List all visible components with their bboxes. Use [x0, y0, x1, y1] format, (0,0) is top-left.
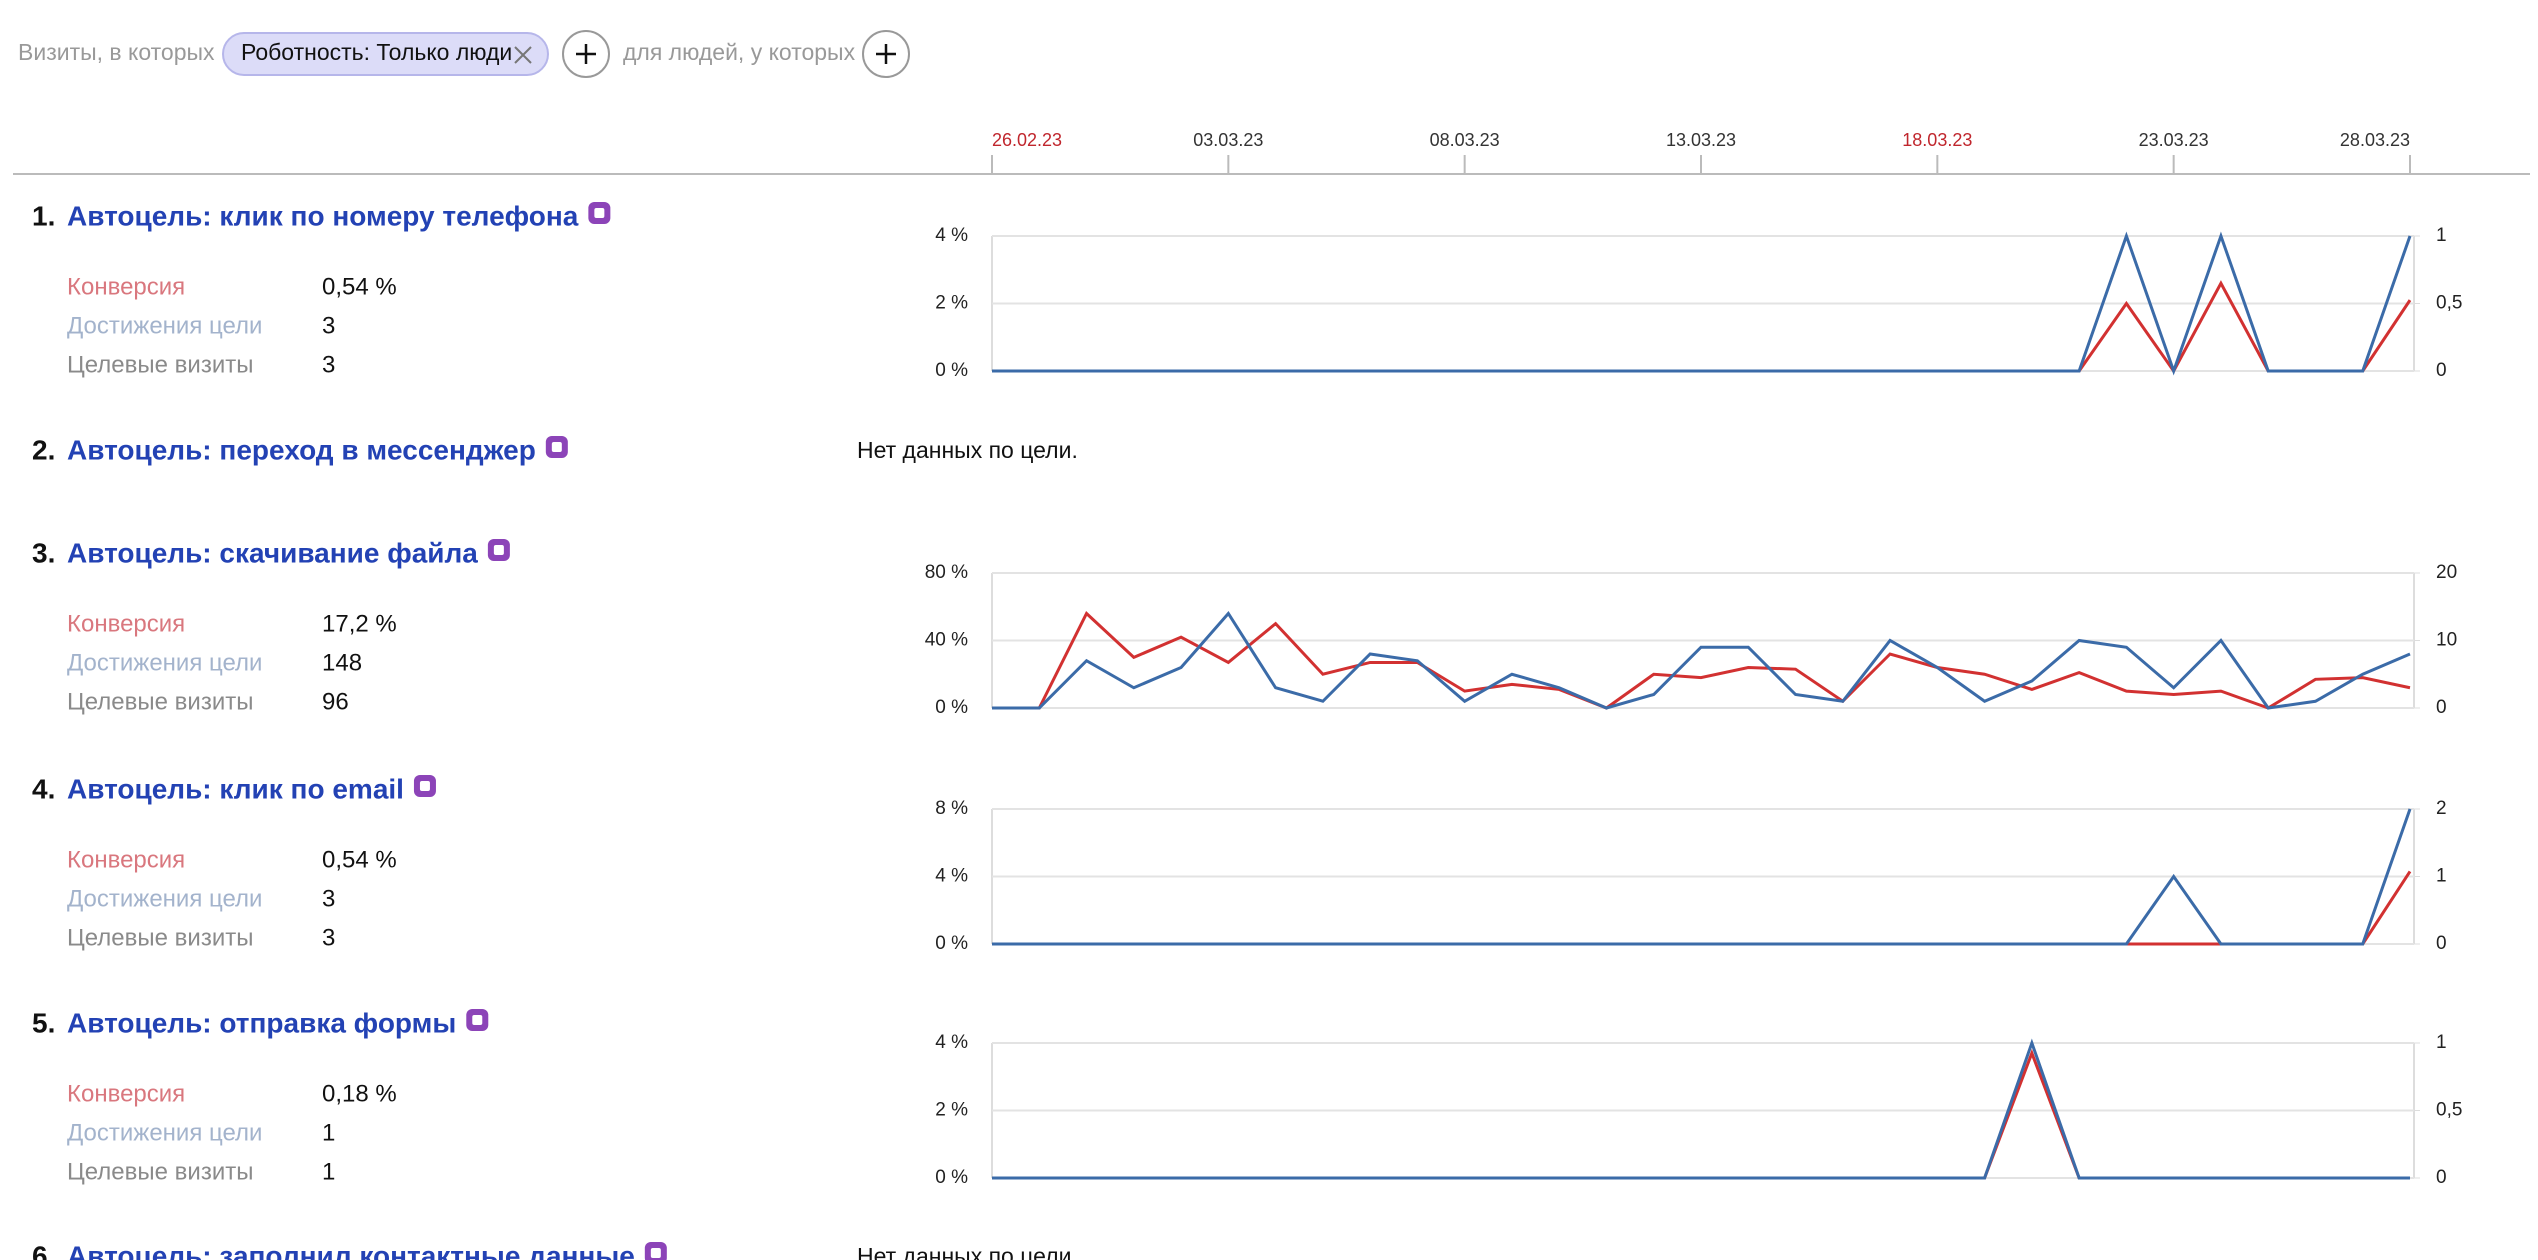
goal-number: 3. [32, 537, 55, 568]
y-tick-label: 8 % [935, 798, 968, 819]
filter-middle: для людей, у которых [623, 39, 856, 65]
y-tick-label: 4 % [935, 866, 968, 887]
metric-value: 3 [322, 312, 335, 339]
x-tick-label: 28.03.23 [2340, 130, 2410, 150]
goal-icon-glyph [472, 1015, 483, 1025]
goal-icon-glyph [551, 442, 562, 452]
goal-title[interactable]: Автоцель: отправка формы [67, 1007, 456, 1038]
metric-value: 1 [322, 1158, 335, 1185]
goal-number: 6. [32, 1240, 55, 1260]
y-tick-label: 80 % [925, 562, 968, 583]
metric-label: Целевые визиты [67, 351, 253, 378]
y2-tick-label: 20 [2436, 562, 2457, 583]
metric-value: 96 [322, 688, 349, 715]
y2-tick-label: 1 [2436, 866, 2447, 887]
add-filter-button[interactable] [862, 30, 910, 78]
y2-tick-label: 0 [2436, 360, 2447, 381]
metric-value: 0,18 % [322, 1080, 397, 1107]
metric-value: 0,54 % [322, 846, 397, 873]
y-tick-label: 0 % [935, 697, 968, 718]
y-tick-label: 0 % [935, 360, 968, 381]
x-tick-label: 13.03.23 [1666, 130, 1736, 150]
metric-value: 3 [322, 885, 335, 912]
metric-label: Достижения цели [67, 312, 262, 339]
metric-value: 17,2 % [322, 610, 397, 637]
y-tick-label: 2 % [935, 293, 968, 314]
no-data-message: Нет данных по цели. [857, 437, 1078, 463]
metric-value: 148 [322, 649, 362, 676]
y-tick-label: 0 % [935, 933, 968, 954]
y2-tick-label: 1 [2436, 1032, 2447, 1053]
x-tick-label: 03.03.23 [1193, 130, 1263, 150]
metric-label: Целевые визиты [67, 1158, 253, 1185]
x-tick-label: 26.02.23 [992, 130, 1062, 150]
goal-title[interactable]: Автоцель: переход в мессенджер [67, 434, 536, 465]
y2-tick-label: 0,5 [2436, 293, 2462, 314]
y2-tick-label: 2 [2436, 798, 2447, 819]
metric-label: Конверсия [67, 610, 185, 637]
goal-icon-glyph [594, 208, 605, 218]
metric-label: Целевые визиты [67, 688, 253, 715]
goal-number: 5. [32, 1007, 55, 1038]
chip-remove[interactable] [514, 46, 532, 64]
goal-icon-glyph [419, 781, 430, 791]
metric-label: Достижения цели [67, 649, 262, 676]
series-line [992, 1048, 2410, 1180]
series-line [992, 611, 2411, 710]
goal-title[interactable]: Автоцель: заполнил контактные данные [67, 1240, 635, 1260]
metric-label: Конверсия [67, 273, 185, 300]
metric-label: Достижения цели [67, 1119, 262, 1146]
goal-icon-glyph [650, 1248, 661, 1258]
metric-label: Целевые визиты [67, 924, 253, 951]
series-line [992, 231, 2412, 376]
metric-label: Конверсия [67, 1080, 185, 1107]
goal-number: 2. [32, 434, 55, 465]
filter-chip[interactable] [222, 32, 549, 76]
series-line [992, 280, 2412, 374]
series-line [992, 1038, 2410, 1180]
y2-tick-label: 0 [2436, 1167, 2447, 1188]
metric-value: 0,54 % [322, 273, 397, 300]
add-filter-button[interactable] [562, 30, 610, 78]
y-tick-label: 0 % [935, 1167, 968, 1188]
y2-tick-label: 0 [2436, 933, 2447, 954]
y2-tick-label: 1 [2436, 225, 2447, 246]
goal-title[interactable]: Автоцель: клик по email [67, 773, 404, 804]
y-tick-label: 40 % [925, 630, 968, 651]
metric-label: Конверсия [67, 846, 185, 873]
goal-number: 4. [32, 773, 55, 804]
metric-value: 3 [322, 924, 335, 951]
y2-tick-label: 0,5 [2436, 1100, 2462, 1121]
goal-number: 1. [32, 200, 55, 231]
x-tick-label: 23.03.23 [2139, 130, 2209, 150]
no-data-message: Нет данных по цели. [857, 1243, 1078, 1260]
metric-value: 3 [322, 351, 335, 378]
y-tick-label: 2 % [935, 1100, 968, 1121]
y-tick-label: 4 % [935, 225, 968, 246]
y2-tick-label: 10 [2436, 630, 2457, 651]
metric-value: 1 [322, 1119, 335, 1146]
goal-title[interactable]: Автоцель: скачивание файла [67, 537, 478, 568]
goal-icon-glyph [493, 545, 504, 555]
series-line [992, 808, 2412, 946]
x-tick-label: 08.03.23 [1430, 130, 1500, 150]
filter-prefix: Визиты, в которых [18, 39, 215, 65]
y2-tick-label: 0 [2436, 697, 2447, 718]
series-line [992, 611, 2411, 710]
y-tick-label: 4 % [935, 1032, 968, 1053]
filter-chip-label[interactable]: Роботность: Только люди [241, 39, 512, 65]
x-tick-label: 18.03.23 [1902, 130, 1972, 150]
goal-title[interactable]: Автоцель: клик по номеру телефона [67, 200, 579, 231]
metric-label: Достижения цели [67, 885, 262, 912]
